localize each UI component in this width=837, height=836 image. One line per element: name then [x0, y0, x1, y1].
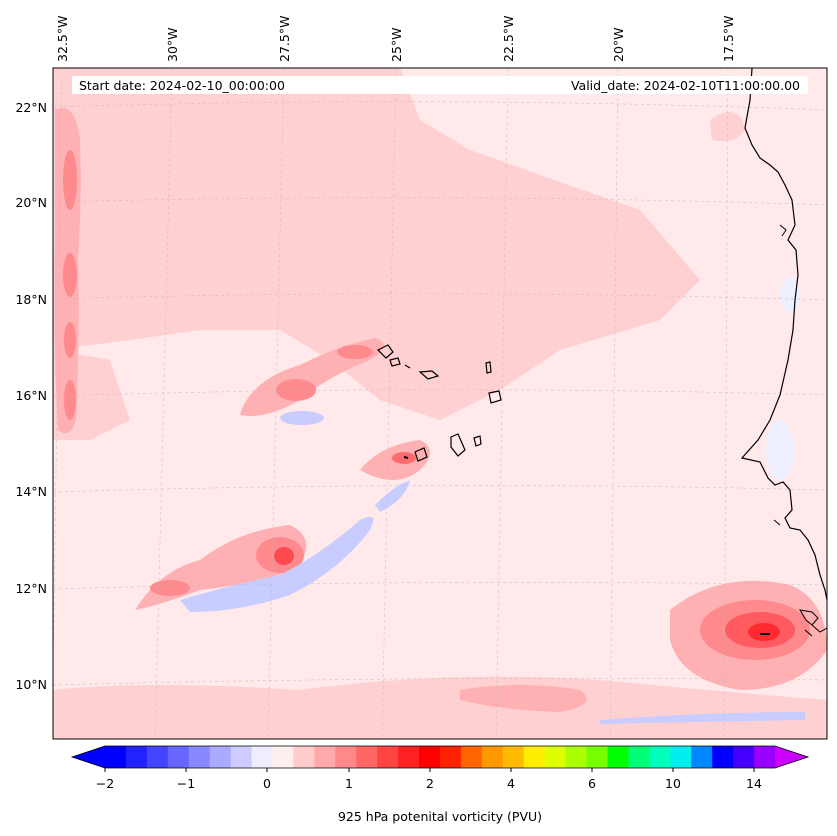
- map-panel: Start date: 2024-02-10_00:00:00 Valid_da…: [15, 16, 828, 740]
- colorbar-cell: [586, 746, 608, 768]
- colorbar-cell: [125, 746, 148, 768]
- colorbar-under-arrow: [72, 746, 105, 768]
- colorbar-cell: [335, 746, 357, 768]
- colorbar-cell: [754, 746, 776, 768]
- colorbar-cell: [251, 746, 273, 768]
- latitude-labels: 22°N 20°N 18°N 16°N 14°N 12°N 10°N: [15, 100, 47, 692]
- colorbar-cell: [544, 746, 567, 768]
- colorbar-tick-label: 2: [426, 776, 434, 791]
- lat-label: 16°N: [15, 388, 47, 403]
- pv-region-northwest: [53, 68, 700, 420]
- coastline-inland-river: [773, 224, 787, 526]
- pv-patch-northeast: [710, 112, 745, 142]
- valid-date-label: Valid_date: 2024-02-10T11:00:00.00: [571, 78, 800, 93]
- colorbar-tick-label: 6: [588, 776, 596, 791]
- lon-label: 30°W: [165, 27, 180, 62]
- pv-negative-patch-coast: [766, 420, 794, 480]
- colorbar-cell: [460, 746, 483, 768]
- colorbar-cell: [188, 746, 211, 768]
- colorbar-title: 925 hPa potenital vorticity (PVU): [338, 809, 542, 824]
- pv-west-core-1: [63, 150, 77, 210]
- colorbar-cell: [607, 746, 629, 768]
- start-date-label: Start date: 2024-02-10_00:00:00: [79, 78, 285, 93]
- colorbar-cell: [481, 746, 504, 768]
- colorbar-cell: [105, 746, 127, 768]
- colorbar-tick-label: 10: [665, 776, 681, 791]
- date-banner: [72, 76, 808, 94]
- colorbar: −2 −1 0 1 2 4 6 10 14 925 hPa potenital …: [70, 745, 810, 824]
- map-frame: [52, 67, 828, 740]
- colorbar-cell: [523, 746, 546, 768]
- colorbar-tick-label: 14: [746, 776, 762, 791]
- lat-label: 20°N: [15, 195, 47, 210]
- colorbar-cell: [419, 746, 441, 768]
- pv-south-negative: [600, 712, 805, 724]
- colorbar-tick-label: −2: [96, 776, 114, 791]
- pv-south-band: [53, 676, 827, 739]
- colorbar-over-arrow: [775, 746, 808, 768]
- colorbar-cell: [502, 746, 525, 768]
- coastline-guinea-bissau: [799, 609, 827, 637]
- pv-negative-14n: [375, 480, 410, 512]
- colorbar-cell: [314, 746, 336, 768]
- colorbar-cell: [230, 746, 253, 768]
- lat-label: 14°N: [15, 484, 47, 499]
- lat-label: 12°N: [15, 581, 47, 596]
- colorbar-cell: [691, 746, 713, 768]
- longitude-labels: 32.5°W 30°W 27.5°W 25°W 22.5°W 20°W 17.5…: [55, 16, 736, 62]
- colorbar-cell: [146, 746, 169, 768]
- lon-label: 17.5°W: [721, 16, 736, 62]
- pv-core-16n-east: [337, 345, 373, 359]
- colorbar-cell: [670, 746, 692, 768]
- lat-label: 22°N: [15, 100, 47, 115]
- colorbar-cells: [105, 746, 776, 768]
- lon-label: 32.5°W: [55, 16, 70, 62]
- pv-max-southeast-core: [748, 623, 780, 641]
- colorbar-tick-label: 1: [345, 776, 353, 791]
- colorbar-tick-label: −1: [177, 776, 195, 791]
- colorbar-cell: [398, 746, 420, 768]
- lon-label: 25°W: [389, 27, 404, 62]
- colorbar-cell: [209, 746, 232, 768]
- colorbar-cell: [293, 746, 315, 768]
- colorbar-tick-label: 4: [507, 776, 515, 791]
- colorbar-cell: [272, 746, 294, 768]
- pv-south-band-strong: [460, 685, 587, 712]
- pv-west-core-3: [64, 322, 76, 358]
- pv-west-core-2: [63, 253, 77, 297]
- islands: [376, 344, 502, 462]
- colorbar-ticks: −2 −1 0 1 2 4 6 10 14: [96, 768, 762, 791]
- colorbar-cell: [712, 746, 734, 768]
- lat-label: 10°N: [15, 677, 47, 692]
- colorbar-cell: [167, 746, 190, 768]
- lat-label: 18°N: [15, 292, 47, 307]
- pv-negative-16n: [280, 411, 324, 425]
- colorbar-tick-label: 0: [263, 776, 271, 791]
- colorbar-cell: [565, 746, 588, 768]
- colorbar-cell: [628, 746, 650, 768]
- pv-negative-band-12n: [180, 516, 374, 612]
- pv-core-16n: [276, 379, 316, 401]
- graticule: [53, 68, 827, 739]
- lon-label: 22.5°W: [501, 16, 516, 62]
- colorbar-cell: [356, 746, 378, 768]
- colorbar-cell: [377, 746, 399, 768]
- lon-label: 20°W: [611, 27, 626, 62]
- pv-west-core-4: [64, 380, 76, 420]
- colorbar-cell: [649, 746, 671, 768]
- pv-core-11n-west: [150, 580, 190, 596]
- coastline-africa: [740, 68, 827, 601]
- colorbar-cell: [733, 746, 755, 768]
- lon-label: 27.5°W: [277, 16, 292, 62]
- colorbar-cell: [440, 746, 462, 768]
- pv-core-12n-center: [274, 547, 294, 565]
